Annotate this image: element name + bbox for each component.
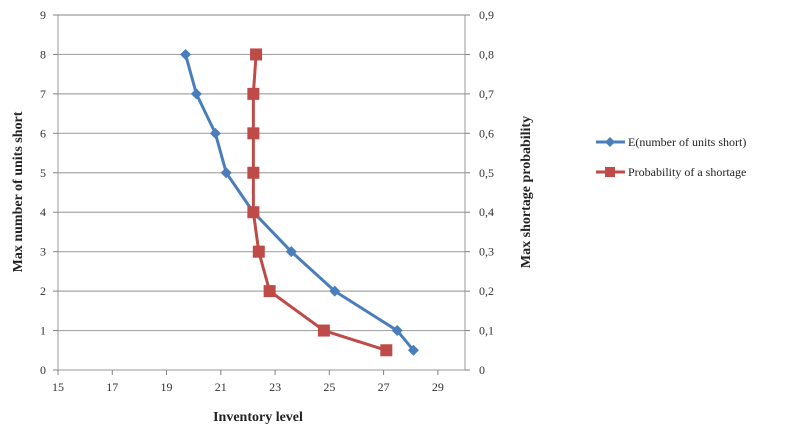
left-y-tick-label: 8 <box>40 47 46 61</box>
left-y-tick-label: 9 <box>40 8 46 22</box>
data-point <box>263 285 276 298</box>
series-layer <box>180 48 419 357</box>
diamond-marker-icon <box>605 137 615 147</box>
data-point <box>247 127 260 140</box>
left-y-tick-label: 4 <box>40 205 46 219</box>
data-point <box>329 285 341 297</box>
data-point <box>391 325 403 337</box>
square-marker-icon <box>605 167 615 177</box>
x-tick-label: 15 <box>52 380 64 394</box>
data-point <box>220 167 232 179</box>
legend-label-expected-units-short: E(number of units short) <box>628 135 746 149</box>
right-y-tick-label: 0,7 <box>479 87 494 101</box>
x-tick-label: 23 <box>269 380 281 394</box>
data-point <box>250 48 263 61</box>
left-y-axis-ticks: 0 1 2 3 4 5 6 7 8 9 <box>40 8 58 377</box>
right-y-tick-label: 0,2 <box>479 284 494 298</box>
series-1 <box>180 48 419 356</box>
left-y-axis-title: Max number of units short <box>11 111 26 272</box>
data-point <box>285 246 297 258</box>
x-tick-label: 17 <box>106 380 118 394</box>
x-axis-title: Inventory level <box>213 410 303 425</box>
left-y-tick-label: 1 <box>40 324 46 338</box>
right-y-tick-label: 0,3 <box>479 245 494 259</box>
left-y-tick-label: 6 <box>40 126 46 140</box>
plot-area-border <box>57 14 466 371</box>
right-y-tick-label: 0,9 <box>479 8 494 22</box>
left-y-tick-label: 3 <box>40 245 46 259</box>
left-y-tick-label: 0 <box>40 363 46 377</box>
data-point <box>247 87 260 100</box>
x-tick-label: 19 <box>161 380 173 394</box>
x-tick-label: 29 <box>432 380 444 394</box>
data-point <box>407 344 419 356</box>
series-line <box>251 54 387 352</box>
right-y-tick-label: 0 <box>479 363 485 377</box>
right-y-tick-label: 0,6 <box>479 126 494 140</box>
data-point <box>247 206 260 219</box>
right-y-axis-title: Max shortage probability <box>519 116 534 268</box>
data-point <box>247 166 260 179</box>
x-axis-ticks: 15 17 19 21 23 25 27 29 <box>52 370 444 394</box>
data-point <box>180 48 192 60</box>
data-point <box>209 127 221 139</box>
x-tick-label: 25 <box>323 380 335 394</box>
left-y-tick-label: 5 <box>40 166 46 180</box>
data-point <box>252 245 265 258</box>
data-point <box>190 88 202 100</box>
legend-item-probability-of-shortage: Probability of a shortage <box>596 165 746 179</box>
right-y-tick-label: 0,5 <box>479 166 494 180</box>
left-y-tick-label: 7 <box>40 87 46 101</box>
legend-item-expected-units-short: E(number of units short) <box>596 135 746 149</box>
right-y-tick-label: 0,4 <box>479 205 494 219</box>
left-y-tick-label: 2 <box>40 284 46 298</box>
gridlines <box>58 14 465 332</box>
x-tick-label: 27 <box>378 380 390 394</box>
series-2 <box>247 48 393 357</box>
x-tick-label: 21 <box>215 380 227 394</box>
legend-label-probability-of-shortage: Probability of a shortage <box>628 165 746 179</box>
right-y-axis-ticks: 0 0,1 0,2 0,3 0,4 0,5 0,6 0,7 0,8 0,9 <box>465 8 494 377</box>
data-point <box>380 344 393 357</box>
right-y-tick-label: 0,8 <box>479 47 494 61</box>
series-line <box>184 54 415 352</box>
data-point <box>317 324 330 337</box>
legend: E(number of units short) Probability of … <box>596 135 746 179</box>
right-y-tick-label: 0,1 <box>479 324 494 338</box>
